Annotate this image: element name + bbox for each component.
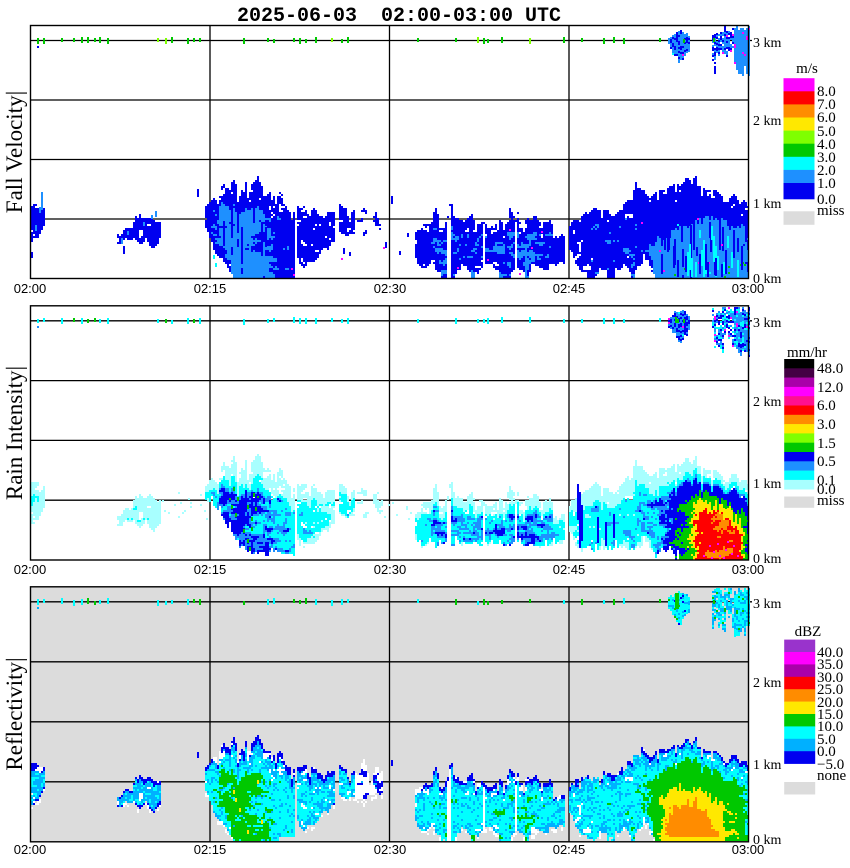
- svg-text:15.0: 15.0: [817, 707, 843, 723]
- svg-text:0 km: 0 km: [753, 272, 782, 287]
- svg-text:02:15: 02:15: [194, 842, 227, 857]
- svg-text:48.0: 48.0: [817, 361, 843, 377]
- svg-text:dBZ: dBZ: [795, 624, 822, 640]
- svg-text:02:00: 02:00: [14, 562, 47, 577]
- svg-text:Reflectivity|: Reflectivity|: [2, 657, 27, 770]
- svg-text:miss: miss: [817, 493, 845, 509]
- svg-text:02:15: 02:15: [194, 281, 227, 296]
- svg-text:Fall Velocity|: Fall Velocity|: [2, 91, 27, 213]
- svg-text:02:45: 02:45: [553, 842, 586, 857]
- svg-text:02:30: 02:30: [374, 842, 407, 857]
- svg-text:m/s: m/s: [796, 61, 818, 77]
- svg-text:35.0: 35.0: [817, 657, 843, 673]
- svg-text:03:00: 03:00: [732, 842, 765, 857]
- svg-text:6.0: 6.0: [817, 398, 836, 414]
- svg-text:5.0: 5.0: [817, 124, 836, 140]
- svg-text:1 km: 1 km: [753, 197, 782, 212]
- svg-text:6.0: 6.0: [817, 110, 836, 126]
- svg-text:2 km: 2 km: [753, 395, 782, 410]
- svg-text:2025-06-03 02:00-03:00 UTC: 2025-06-03 02:00-03:00 UTC: [237, 5, 561, 28]
- svg-text:20.0: 20.0: [817, 695, 843, 711]
- svg-text:30.0: 30.0: [817, 670, 843, 686]
- svg-text:02:30: 02:30: [374, 281, 407, 296]
- svg-text:0.0: 0.0: [817, 192, 836, 208]
- svg-text:1 km: 1 km: [753, 477, 782, 492]
- svg-text:0.5: 0.5: [817, 454, 836, 470]
- svg-text:8.0: 8.0: [817, 84, 836, 100]
- svg-text:02:45: 02:45: [553, 281, 586, 296]
- svg-text:40.0: 40.0: [817, 645, 843, 661]
- svg-text:7.0: 7.0: [817, 97, 836, 113]
- svg-text:1.0: 1.0: [817, 176, 836, 192]
- svg-text:3 km: 3 km: [753, 316, 782, 331]
- svg-text:2 km: 2 km: [753, 114, 782, 129]
- svg-text:02:45: 02:45: [553, 562, 586, 577]
- svg-text:4.0: 4.0: [817, 137, 836, 153]
- svg-text:3 km: 3 km: [753, 36, 782, 51]
- svg-text:12.0: 12.0: [817, 380, 843, 396]
- svg-text:02:30: 02:30: [374, 562, 407, 577]
- svg-text:0 km: 0 km: [753, 552, 782, 567]
- svg-text:03:00: 03:00: [732, 562, 765, 577]
- svg-text:02:00: 02:00: [14, 281, 47, 296]
- svg-text:3 km: 3 km: [753, 597, 782, 612]
- svg-text:3.0: 3.0: [817, 150, 836, 166]
- svg-text:0 km: 0 km: [753, 833, 782, 848]
- svg-text:0.1: 0.1: [817, 473, 836, 489]
- svg-text:Rain Intensity|: Rain Intensity|: [2, 366, 27, 500]
- svg-text:10.0: 10.0: [817, 719, 843, 735]
- svg-text:1.5: 1.5: [817, 436, 836, 452]
- svg-text:2.0: 2.0: [817, 163, 836, 179]
- svg-text:none: none: [817, 768, 847, 784]
- svg-text:mm/hr: mm/hr: [787, 345, 827, 361]
- svg-text:02:00: 02:00: [14, 842, 47, 857]
- svg-text:0.0: 0.0: [817, 744, 836, 760]
- svg-text:0.0: 0.0: [817, 482, 836, 498]
- svg-text:3.0: 3.0: [817, 417, 836, 433]
- svg-text:1 km: 1 km: [753, 758, 782, 773]
- svg-text:2 km: 2 km: [753, 676, 782, 691]
- svg-text:5.0: 5.0: [817, 732, 836, 748]
- svg-text:03:00: 03:00: [732, 281, 765, 296]
- svg-text:25.0: 25.0: [817, 682, 843, 698]
- svg-text:−5.0: −5.0: [817, 757, 844, 773]
- svg-text:miss: miss: [817, 203, 845, 219]
- svg-text:02:15: 02:15: [194, 562, 227, 577]
